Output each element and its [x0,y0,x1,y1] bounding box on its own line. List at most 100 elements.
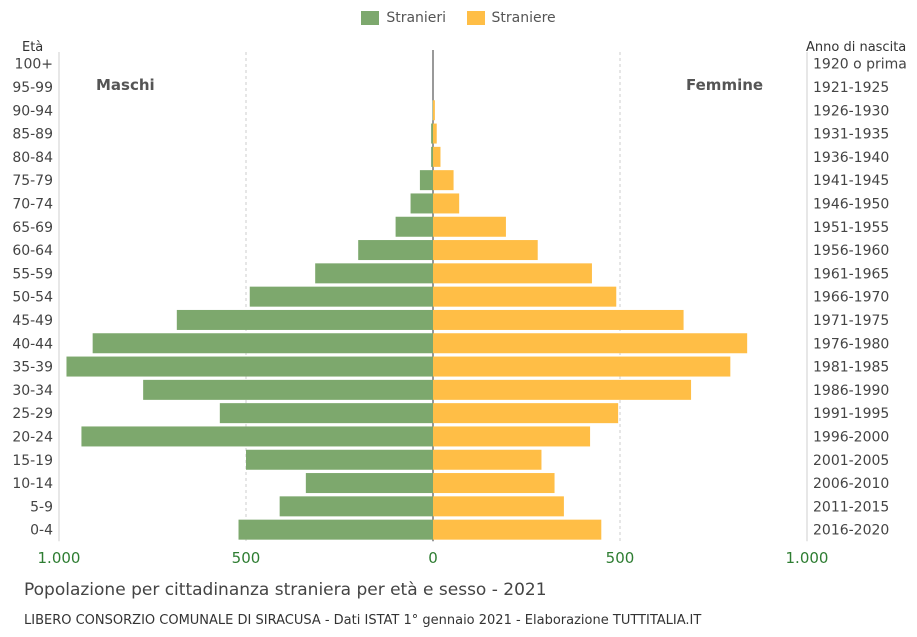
birth-year-label: 2011-2015 [813,499,889,515]
age-label: 35-39 [12,360,53,376]
axis-labels: 100+ 1920 o prima 95-99 1921-1925 90-94 1926-… [12,40,907,567]
bars [66,100,748,540]
birth-year-label: 1986-1990 [813,383,889,399]
bar-straniere-5-9 [433,496,564,517]
birth-year-label: 1961-1965 [813,266,889,282]
age-label: 85-89 [12,127,53,143]
bar-stranieri-55-59 [315,263,433,284]
age-label: 75-79 [12,173,53,189]
x-tick-label: 500 [232,549,261,567]
legend-label-stranieri: Stranieri [386,10,447,26]
birth-year-label: 1966-1970 [813,290,889,306]
bar-straniere-50-54 [433,286,617,307]
bar-straniere-75-79 [433,170,454,191]
bar-straniere-40-44 [433,333,748,354]
age-label: 25-29 [12,406,53,422]
legend-item-straniere[interactable]: Straniere [466,10,556,26]
legend-swatch-stranieri [361,11,380,25]
birth-year-label: 2001-2005 [813,453,889,469]
birth-year-label: 1920 o prima [813,57,907,73]
age-label: 10-14 [12,476,53,492]
bar-stranieri-50-54 [249,286,433,307]
birth-year-label: 1981-1985 [813,360,889,376]
birth-year-label: 2006-2010 [813,476,889,492]
birth-year-label: 1956-1960 [813,243,889,259]
legend-swatch-straniere [466,11,485,25]
bar-straniere-60-64 [433,240,538,261]
bar-straniere-70-74 [433,193,460,214]
bar-stranieri-5-9 [279,496,433,517]
age-label: 50-54 [12,290,53,306]
bar-straniere-65-69 [433,216,506,237]
bar-straniere-20-24 [433,426,591,447]
bar-stranieri-80-84 [431,146,433,167]
bar-stranieri-45-49 [176,309,433,330]
age-label: 80-84 [12,150,53,166]
age-label: 65-69 [12,220,53,236]
bar-straniere-35-39 [433,356,731,377]
bar-stranieri-65-69 [395,216,433,237]
bar-straniere-15-19 [433,449,542,470]
bar-straniere-80-84 [433,146,441,167]
age-label: 5-9 [30,499,53,515]
bar-stranieri-40-44 [92,333,433,354]
birth-year-label: 1996-2000 [813,429,889,445]
age-label: 15-19 [12,453,53,469]
bar-stranieri-0-4 [238,519,433,540]
bar-straniere-30-34 [433,379,692,400]
femmine-label: Femmine [686,76,763,94]
age-label: 70-74 [12,196,53,212]
bar-stranieri-70-74 [410,193,433,214]
bar-stranieri-30-34 [143,379,433,400]
bar-straniere-25-29 [433,403,619,424]
age-label: 90-94 [12,103,53,119]
x-tick-label: 0 [428,549,438,567]
legend-label-straniere: Straniere [491,10,556,26]
bar-straniere-85-89 [433,123,437,144]
x-tick-label: 1.000 [38,549,81,567]
age-label: 45-49 [12,313,53,329]
age-label: 0-4 [30,523,53,539]
bar-straniere-10-14 [433,473,555,494]
birth-year-label: 1991-1995 [813,406,889,422]
birth-year-label: 1931-1935 [813,127,889,143]
birth-year-label: 1941-1945 [813,173,889,189]
birth-year-label: 1926-1930 [813,103,889,119]
bar-straniere-55-59 [433,263,592,284]
bar-straniere-90-94 [433,100,435,121]
birth-year-label: 1921-1925 [813,80,889,96]
bar-stranieri-25-29 [219,403,433,424]
bar-stranieri-10-14 [305,473,433,494]
bar-stranieri-85-89 [431,123,433,144]
right-axis-title: Anno di nascita [806,40,906,55]
chart-legend: Stranieri Straniere [0,10,917,29]
bar-straniere-0-4 [433,519,602,540]
legend-item-stranieri[interactable]: Stranieri [361,10,446,26]
birth-year-label: 1971-1975 [813,313,889,329]
population-pyramid-chart: 100+ 1920 o prima 95-99 1921-1925 90-94 1926-… [12,40,907,567]
age-label: 100+ [15,57,53,73]
age-label: 95-99 [12,80,53,96]
x-tick-label: 1.000 [786,549,829,567]
age-label: 20-24 [12,429,53,445]
x-tick-label: 500 [606,549,635,567]
birth-year-label: 2016-2020 [813,523,889,539]
chart-source: LIBERO CONSORZIO COMUNALE DI SIRACUSA - … [24,613,702,628]
bar-stranieri-20-24 [81,426,433,447]
bar-stranieri-75-79 [419,170,433,191]
age-label: 30-34 [12,383,53,399]
bar-stranieri-35-39 [66,356,433,377]
age-label: 55-59 [12,266,53,282]
age-label: 60-64 [12,243,53,259]
birth-year-label: 1936-1940 [813,150,889,166]
chart-title: Popolazione per cittadinanza straniera p… [24,580,547,600]
birth-year-label: 1976-1980 [813,336,889,352]
maschi-label: Maschi [96,76,155,94]
birth-year-label: 1951-1955 [813,220,889,236]
bar-stranieri-15-19 [246,449,433,470]
bar-straniere-45-49 [433,309,684,330]
bar-stranieri-60-64 [358,240,433,261]
birth-year-label: 1946-1950 [813,196,889,212]
left-axis-title: Età [22,40,43,55]
age-label: 40-44 [12,336,53,352]
